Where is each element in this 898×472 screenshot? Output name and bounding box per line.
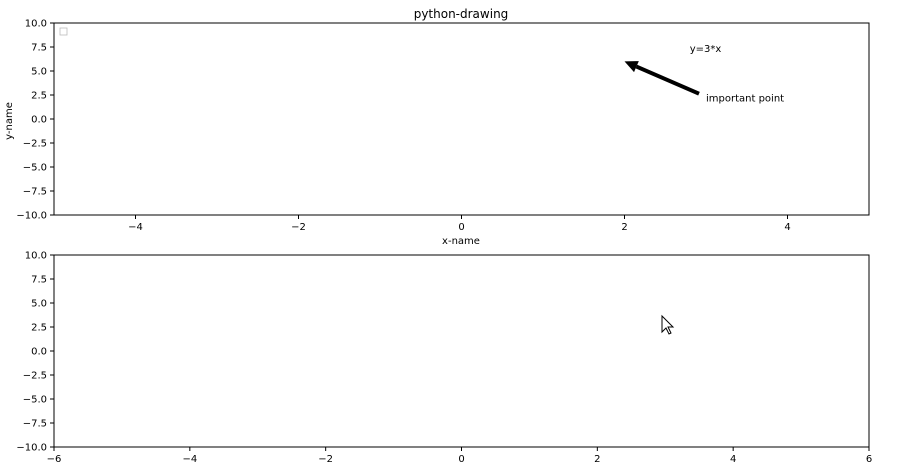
bottom-y-ticks: 10.0 7.5 5.0 2.5 0.0 −2.5 −5.0 −7.5 −10.0 — [16, 251, 54, 454]
x-tick-label: −4 — [182, 454, 197, 465]
top-axes: python-drawing −4 −2 0 2 4 10.0 7.5 5.0 2.5 0.0 −… — [4, 7, 870, 247]
annotation-arrow-head — [624, 61, 639, 73]
y-tick-label: 10.0 — [25, 251, 47, 262]
top-x-ticks: −4 −2 0 2 4 — [128, 215, 791, 233]
bottom-axes: −6 −4 −2 0 2 4 6 10.0 7.5 5.0 2.5 0.0 −2.5 −5.0 −7.5 −… — [16, 251, 872, 466]
y-axis-label: y-name — [4, 102, 15, 140]
bottom-plot-area — [53, 254, 870, 448]
y-tick-label: −10.0 — [16, 211, 47, 222]
chart-title: python-drawing — [414, 7, 509, 21]
x-tick-label: 6 — [866, 454, 872, 465]
y-tick-label: 5.0 — [31, 299, 47, 310]
top-plot-area — [53, 22, 870, 216]
y-tick-label: 2.5 — [31, 91, 47, 102]
x-tick-label: 0 — [458, 454, 464, 465]
y-tick-label: 5.0 — [31, 67, 47, 78]
annotation-arrow-shaft — [635, 64, 700, 96]
y-tick-label: −7.5 — [23, 419, 47, 430]
annotations: y=3*x important point — [624, 44, 784, 105]
x-tick-label: 2 — [621, 222, 627, 233]
x-tick-label: −4 — [128, 222, 143, 233]
y-tick-label: −2.5 — [23, 371, 47, 382]
y-tick-label: 7.5 — [31, 43, 47, 54]
y-tick-label: 7.5 — [31, 275, 47, 286]
y-tick-label: 2.5 — [31, 323, 47, 334]
y-tick-label: −5.0 — [23, 163, 47, 174]
x-tick-label: 2 — [594, 454, 600, 465]
annotation-label: important point — [706, 94, 784, 105]
y-tick-label: −7.5 — [23, 187, 47, 198]
bottom-x-ticks: −6 −4 −2 0 2 4 6 — [47, 447, 872, 465]
x-tick-label: −6 — [47, 454, 62, 465]
y-tick-label: 0.0 — [31, 115, 47, 126]
y-tick-label: 0.0 — [31, 347, 47, 358]
mouse-cursor-icon — [661, 314, 675, 335]
x-tick-label: −2 — [291, 222, 306, 233]
x-tick-label: 4 — [730, 454, 736, 465]
annotation-label: y=3*x — [690, 44, 722, 55]
top-y-ticks: 10.0 7.5 5.0 2.5 0.0 −2.5 −5.0 −7.5 −10.0 — [16, 19, 54, 222]
x-tick-label: 4 — [784, 222, 790, 233]
y-tick-label: −2.5 — [23, 139, 47, 150]
legend-box — [59, 27, 68, 36]
y-tick-label: −10.0 — [16, 443, 47, 454]
x-tick-label: 0 — [458, 222, 464, 233]
y-tick-label: −5.0 — [23, 395, 47, 406]
x-axis-label: x-name — [442, 236, 480, 247]
y-tick-label: 10.0 — [25, 19, 47, 30]
x-tick-label: −2 — [318, 454, 333, 465]
